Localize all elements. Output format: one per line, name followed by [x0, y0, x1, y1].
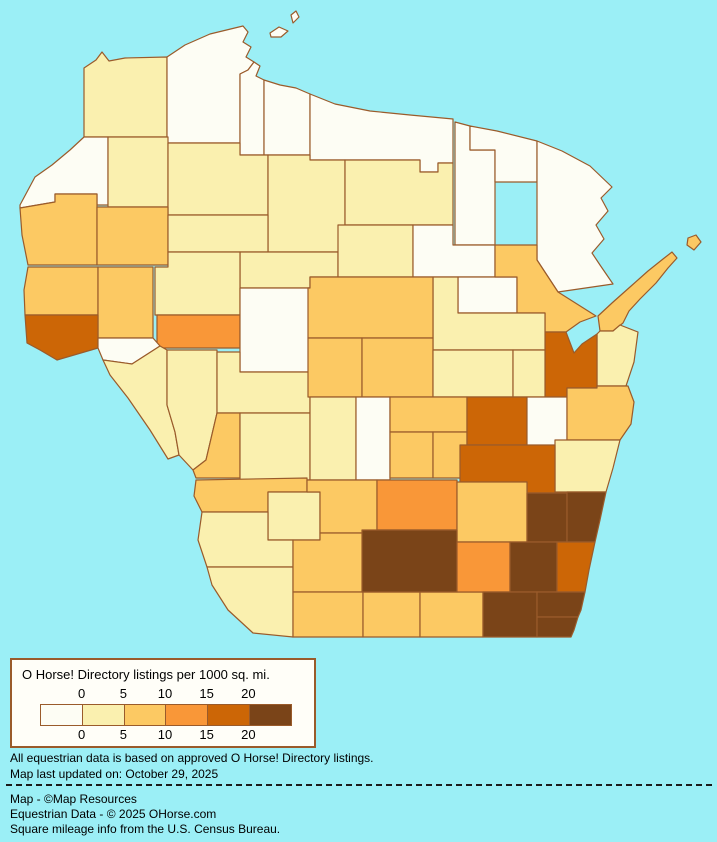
county-juneau [309, 396, 357, 481]
county-iowa [292, 532, 364, 593]
county-dane [361, 529, 458, 593]
county-portage [361, 337, 434, 398]
legend-swatch-0 [41, 705, 83, 725]
note-data-source: All equestrian data is based on approved… [10, 751, 374, 765]
county-washington [526, 492, 568, 543]
county-racine [536, 591, 586, 618]
county-madeline-island [269, 26, 289, 38]
county-washington-island [686, 234, 702, 251]
dashed-divider [6, 784, 712, 786]
county-eau-claire [156, 314, 241, 349]
county-grant [206, 566, 294, 638]
county-price [267, 154, 346, 253]
legend-swatches [40, 704, 292, 726]
legend-tick-10: 10 [157, 686, 173, 701]
county-barron [96, 206, 169, 266]
county-rusk [167, 214, 269, 253]
county-dodge [456, 481, 528, 543]
county-rock [419, 591, 484, 638]
legend-tick-20: 20 [241, 686, 256, 701]
county-marquette [389, 431, 434, 479]
county-brown [544, 331, 598, 398]
county-marathon [307, 276, 434, 339]
county-kenosha [536, 616, 579, 638]
county-columbia [376, 479, 458, 531]
legend-tick-5: 5 [119, 686, 127, 701]
county-dunn [97, 266, 154, 339]
county-manitowoc [566, 385, 635, 441]
county-milwaukee [556, 541, 596, 593]
county-menominee [457, 276, 518, 314]
credit-census: Square mileage info from the U.S. Census… [10, 822, 281, 836]
county-lafayette [292, 591, 364, 638]
legend-title: O Horse! Directory listings per 1000 sq.… [22, 667, 270, 682]
legend-swatch-5-10 [124, 705, 167, 725]
legend-tick-20: 20 [241, 727, 256, 742]
credit-map-resources: Map - ©Map Resources [10, 792, 137, 806]
legend: O Horse! Directory listings per 1000 sq.… [10, 658, 316, 748]
legend-swatch-10-15 [166, 705, 209, 725]
legend-ticks-top: 0 5 10 15 20 [12, 686, 314, 701]
county-florence [469, 125, 538, 183]
county-kewaunee [596, 324, 639, 387]
legend-tick-15: 15 [199, 686, 214, 701]
legend-tick-15: 15 [199, 727, 214, 742]
legend-tick-0: 0 [78, 727, 86, 742]
county-jefferson [456, 541, 511, 593]
county-pierce [24, 314, 99, 361]
county-douglas [83, 51, 168, 138]
county-waukesha [509, 541, 558, 593]
county-marinette [536, 140, 614, 293]
legend-tick-10: 10 [157, 727, 173, 742]
county-winnebago [466, 396, 528, 446]
county-green [362, 591, 421, 638]
legend-ticks-bottom: 0 5 10 15 20 [12, 727, 314, 742]
note-last-updated: Map last updated on: October 29, 2025 [10, 767, 219, 781]
county-clark [239, 287, 311, 373]
county-lincoln [337, 224, 414, 278]
county-waushara [389, 396, 468, 433]
county-sheboygan [554, 439, 621, 493]
county-adams [355, 396, 391, 481]
county-chippewa [154, 251, 241, 316]
legend-swatch-15-20 [208, 705, 251, 725]
county-iron [263, 79, 311, 156]
legend-swatch-0-5 [82, 705, 125, 725]
legend-tick-5: 5 [119, 727, 127, 742]
county-richland [267, 491, 321, 541]
legend-swatch-20- [250, 705, 291, 725]
county-ashland [239, 61, 265, 156]
credit-equestrian-data: Equestrian Data - © 2025 OHorse.com [10, 807, 217, 821]
county-door [597, 251, 678, 332]
county-washburn [107, 136, 169, 208]
county-ozaukee [566, 491, 607, 543]
county-outer-island [290, 10, 300, 24]
county-st-croix [23, 266, 99, 316]
county-outagamie [512, 349, 546, 398]
county-waupaca [432, 349, 514, 398]
county-wood [307, 337, 363, 398]
county-monroe [239, 412, 311, 481]
legend-tick-0: 0 [78, 686, 86, 701]
county-walworth [482, 591, 538, 638]
